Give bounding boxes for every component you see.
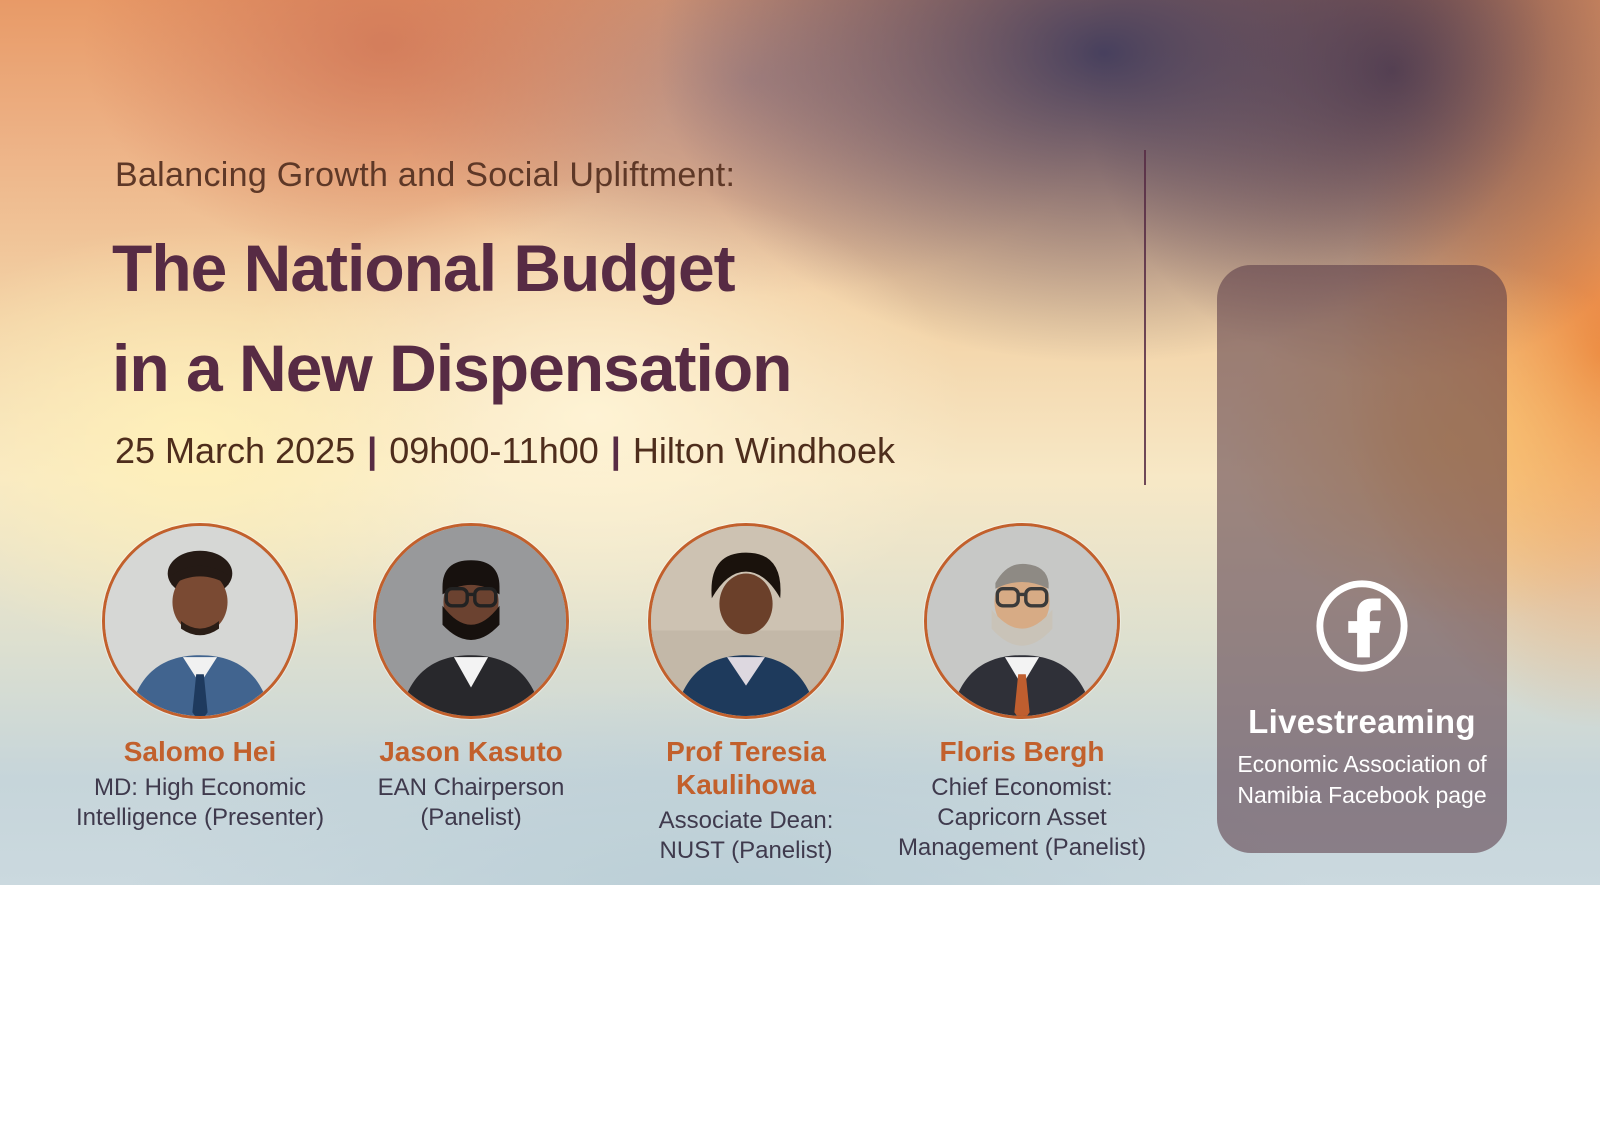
event-date: 25 March 2025 (115, 430, 356, 471)
livestream-title: Livestreaming (1248, 703, 1476, 740)
speaker-role: Associate Dean: NUST (Panelist) (658, 807, 834, 864)
sponsor-footer: economic association of namibia ean Capr… (0, 885, 1600, 1131)
event-title: The National Budget in a New Dispensation (112, 218, 792, 418)
person-portrait-icon (651, 526, 841, 716)
separator: | (367, 430, 378, 471)
speaker-name: Jason Kasuto (379, 736, 563, 767)
person-portrait-icon (927, 526, 1117, 716)
hero-vertical-divider (1144, 150, 1146, 485)
hero-gradient-background: Balancing Growth and Social Upliftment: … (0, 0, 1600, 885)
event-title-line1: The National Budget (112, 231, 736, 305)
event-date-line: 25 March 2025 | 09h00-11h00 | Hilton Windhoe… (115, 430, 895, 472)
event-title-line2: in a New Dispensation (112, 331, 792, 405)
speaker-photo (924, 523, 1120, 719)
speaker-role: MD: High Economic Intelligence (Presente… (75, 774, 325, 831)
speaker-card-teresia-kaulihowa: Prof Teresia Kaulihowa Associate Dean: N… (636, 523, 856, 866)
event-time: 09h00-11h00 (389, 430, 599, 471)
person-portrait-icon (105, 526, 295, 716)
speaker-role: EAN Chairperson (Panelist) (377, 774, 565, 831)
event-kicker: Balancing Growth and Social Upliftment: (115, 156, 736, 194)
speaker-card-salomo-hei: Salomo Hei MD: High Economic Intelligenc… (65, 523, 335, 833)
speaker-photo (648, 523, 844, 719)
separator: | (610, 430, 621, 471)
speaker-name: Salomo Hei (123, 736, 277, 767)
event-venue: Hilton Windhoek (632, 430, 895, 471)
livestream-description: Economic Association of Namibia Facebook… (1237, 751, 1487, 808)
speaker-card-floris-bergh: Floris Bergh Chief Economist: Capricorn … (892, 523, 1152, 863)
speaker-card-jason-kasuto: Jason Kasuto EAN Chairperson (Panelist) (351, 523, 591, 833)
speaker-photo (102, 523, 298, 719)
facebook-icon (1313, 577, 1411, 675)
speaker-photo (373, 523, 569, 719)
speaker-name: Prof Teresia Kaulihowa (666, 736, 826, 800)
livestream-card: Livestreaming Economic Association of Na… (1217, 265, 1507, 853)
person-portrait-icon (376, 526, 566, 716)
speaker-role: Chief Economist: Capricorn Asset Managem… (897, 774, 1147, 861)
speaker-name: Floris Bergh (939, 736, 1105, 767)
